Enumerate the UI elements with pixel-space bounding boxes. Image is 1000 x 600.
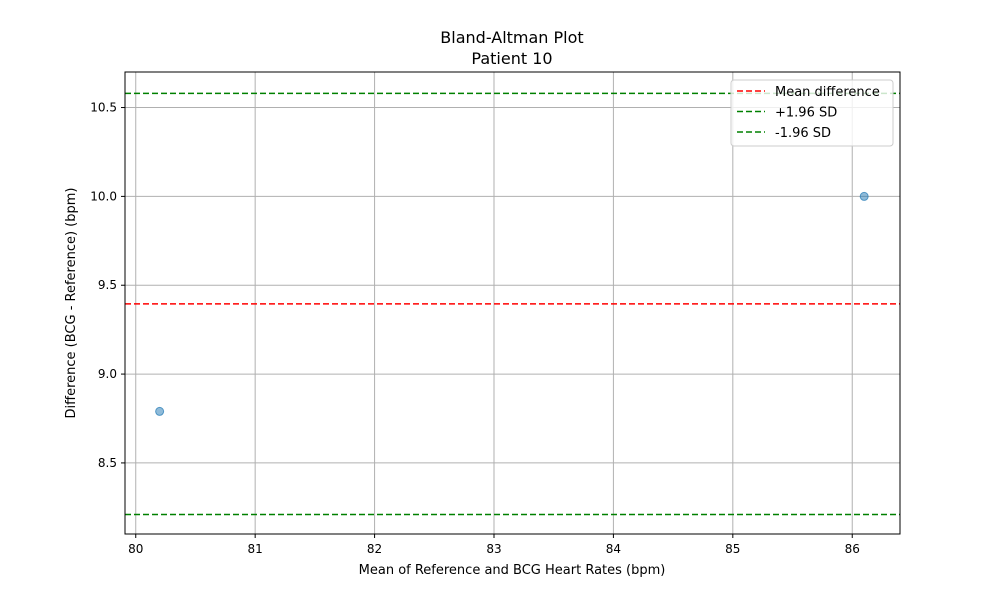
y-tick-label: 9.5 xyxy=(98,278,117,292)
y-axis-ticks: 8.5 9.0 9.5 10.0 10.5 xyxy=(90,101,125,470)
y-tick-label: 8.5 xyxy=(98,456,117,470)
x-tick-label: 80 xyxy=(128,542,143,556)
legend-box xyxy=(730,79,894,147)
x-tick-label: 81 xyxy=(248,542,263,556)
chart-title: Bland-Altman Plot xyxy=(440,28,583,47)
x-tick-label: 85 xyxy=(725,542,740,556)
scatter-point xyxy=(155,406,165,416)
scatter-points xyxy=(155,191,869,416)
x-tick-label: 83 xyxy=(486,542,501,556)
x-tick-label: 84 xyxy=(606,542,621,556)
grid xyxy=(125,72,900,534)
y-tick-label: 10.5 xyxy=(90,101,117,115)
legend-label: Mean difference xyxy=(775,85,880,100)
x-tick-label: 82 xyxy=(367,542,382,556)
legend: Mean difference +1.96 SD -1.96 SD xyxy=(730,79,894,147)
chart-subtitle: Patient 10 xyxy=(471,49,552,68)
y-tick-label: 10.0 xyxy=(90,189,117,203)
scatter-point xyxy=(859,191,869,201)
reference-lines xyxy=(125,92,900,516)
plot-frame xyxy=(124,71,901,535)
x-axis-ticks: 80 81 82 83 84 85 86 xyxy=(128,534,860,556)
x-axis-label: Mean of Reference and BCG Heart Rates (b… xyxy=(359,563,666,578)
y-tick-label: 9.0 xyxy=(98,367,117,381)
y-axis-label: Difference (BCG - Reference) (bpm) xyxy=(64,188,79,419)
legend-label: -1.96 SD xyxy=(775,126,831,141)
x-tick-label: 86 xyxy=(845,542,860,556)
legend-label: +1.96 SD xyxy=(775,106,837,121)
